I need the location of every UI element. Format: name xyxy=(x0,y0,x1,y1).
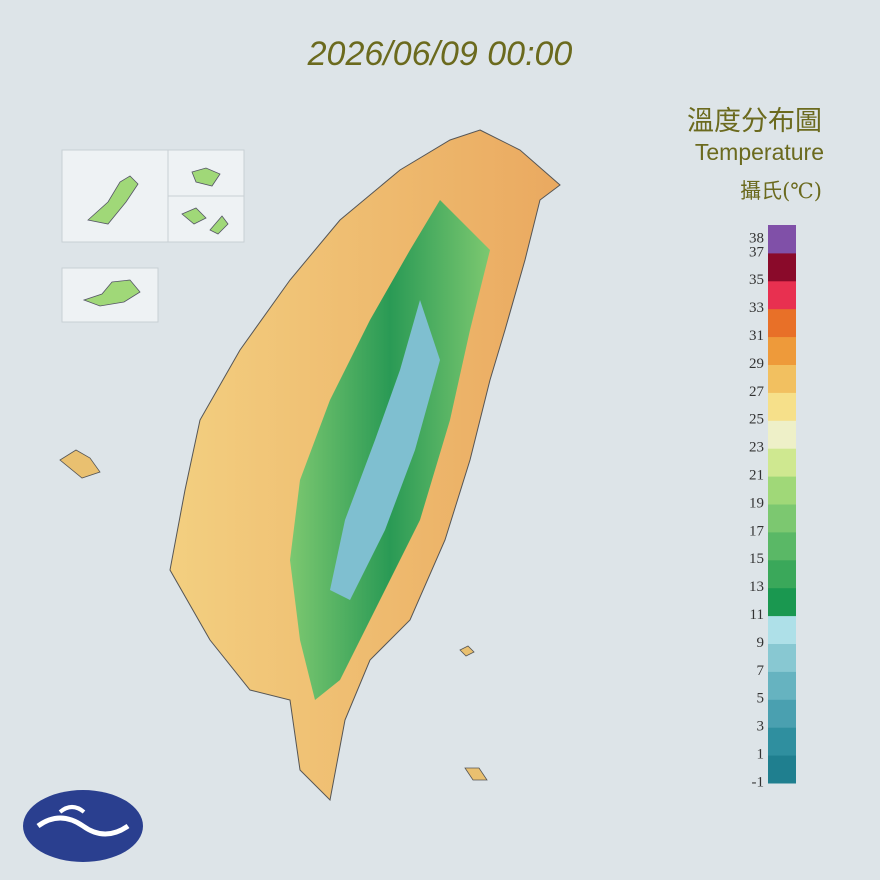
tick-label: 23 xyxy=(749,440,764,456)
taiwan xyxy=(59,129,561,802)
tick-label: 19 xyxy=(749,495,764,511)
tick-label: 3 xyxy=(757,719,765,735)
tick-label: 27 xyxy=(749,384,765,400)
tick-label: 17 xyxy=(749,523,765,539)
color-band xyxy=(768,280,796,310)
color-band xyxy=(768,392,796,421)
tick-label: 37 xyxy=(749,244,765,260)
color-band xyxy=(768,727,796,756)
tick-label: 7 xyxy=(757,663,765,679)
tick-label: 31 xyxy=(749,328,764,344)
tick-label: 21 xyxy=(749,468,764,484)
tick-label: 1 xyxy=(757,747,765,763)
color-band xyxy=(768,699,796,728)
agency-logo xyxy=(23,790,143,862)
legend-unit: 攝氏(℃) xyxy=(740,179,822,203)
color-band xyxy=(768,643,796,672)
inset-boxes xyxy=(61,149,245,323)
color-band xyxy=(768,504,796,533)
timestamp: 2026/06/09 00:00 xyxy=(307,35,573,73)
color-band xyxy=(768,615,796,644)
color-band xyxy=(768,308,796,338)
tick-label: 33 xyxy=(749,300,764,316)
tick-label: 11 xyxy=(750,607,764,623)
color-band xyxy=(768,420,796,449)
color-band xyxy=(768,252,796,282)
tick-label: 35 xyxy=(749,272,764,288)
color-band xyxy=(768,587,796,617)
tick-label: 29 xyxy=(749,356,764,372)
color-band xyxy=(768,476,796,505)
color-band xyxy=(768,448,796,477)
tick-label: -1 xyxy=(752,774,765,790)
color-band xyxy=(768,755,796,784)
tick-label: 15 xyxy=(749,551,764,567)
legend-subtitle: Temperature xyxy=(695,139,824,165)
tick-label: 13 xyxy=(749,579,764,595)
color-band xyxy=(768,559,796,589)
tick-label: 9 xyxy=(757,635,765,651)
legend-title: 溫度分布圖 xyxy=(687,106,822,137)
tick-label: 38 xyxy=(749,230,764,246)
color-band xyxy=(768,531,796,561)
color-band xyxy=(768,364,796,393)
tick-label: 5 xyxy=(757,691,765,707)
color-band xyxy=(768,671,796,700)
tick-label: 25 xyxy=(749,412,764,428)
color-band xyxy=(768,336,796,365)
color-band xyxy=(768,225,796,254)
